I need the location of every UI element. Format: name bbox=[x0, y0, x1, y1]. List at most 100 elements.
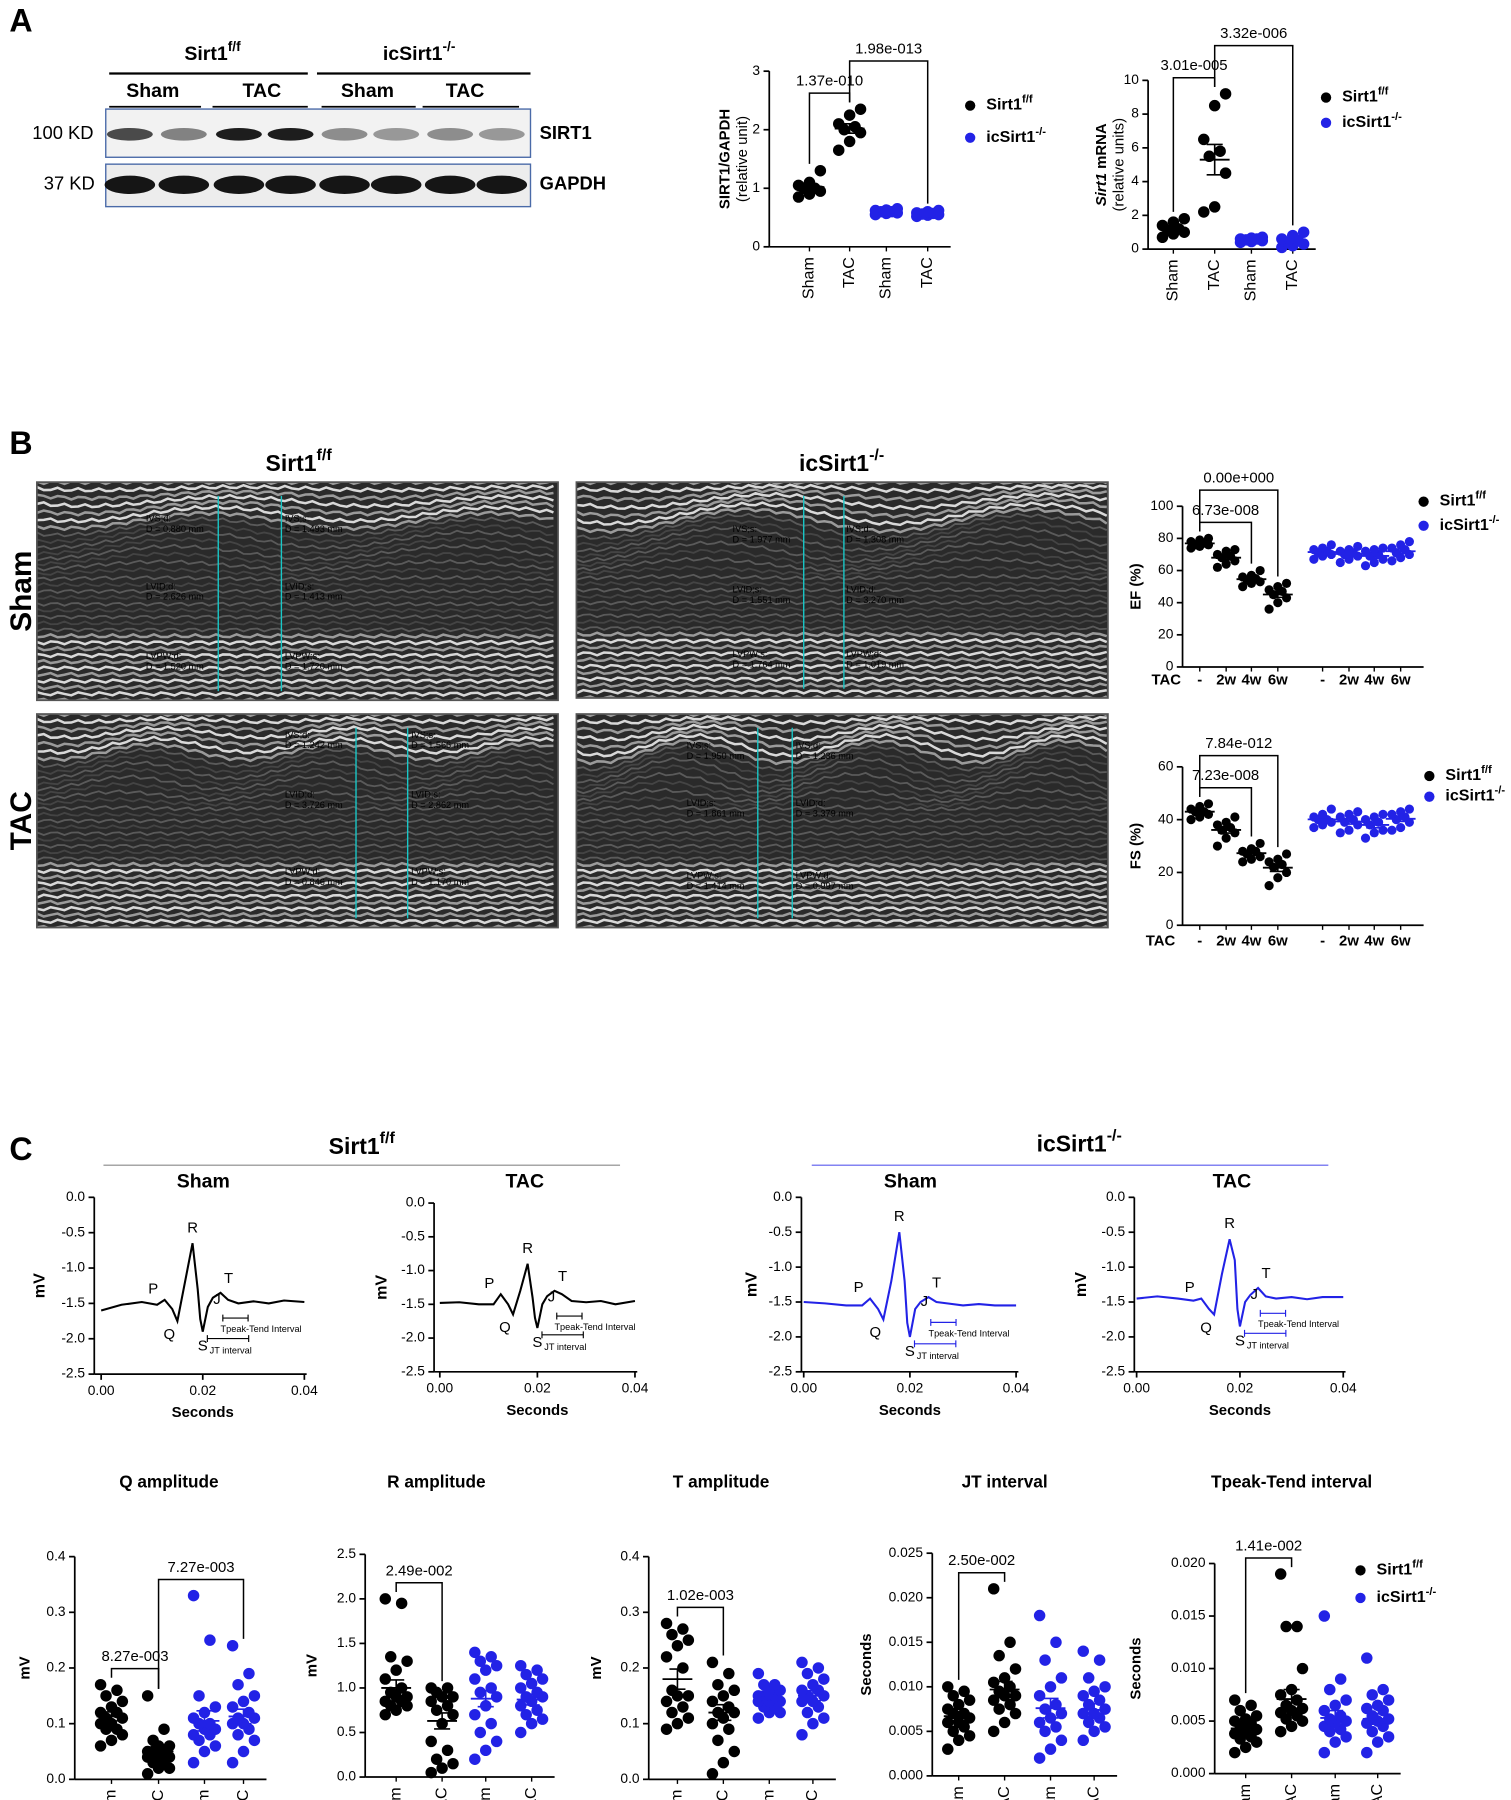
data-point bbox=[401, 1655, 413, 1667]
y-axis-label: EF (%) bbox=[1128, 563, 1145, 609]
data-point bbox=[1250, 1710, 1263, 1722]
data-point bbox=[441, 1744, 454, 1757]
measure-label: IVS;s: bbox=[687, 740, 711, 750]
echo-stripe bbox=[576, 911, 1108, 918]
interval-label: Tpeak-Tend Interval bbox=[221, 1324, 302, 1334]
x-tick-label: 2w bbox=[1216, 672, 1236, 689]
echo-stripe bbox=[576, 824, 1108, 830]
echo-image bbox=[576, 482, 1108, 698]
measure-value: D = 1.236 mm bbox=[796, 751, 854, 761]
band bbox=[106, 127, 153, 141]
data-point bbox=[1366, 1689, 1378, 1701]
echo-stripe bbox=[576, 491, 1108, 511]
y-axis-label: mV bbox=[1072, 1272, 1090, 1297]
echo-stripe bbox=[36, 741, 554, 763]
echo-stripe bbox=[36, 861, 554, 868]
data-point bbox=[1245, 1699, 1257, 1712]
error-bar bbox=[196, 1710, 213, 1732]
x-tick-label: TAC bbox=[1368, 1784, 1386, 1800]
data-point bbox=[485, 1682, 497, 1694]
ecg-trace bbox=[1136, 1238, 1344, 1327]
data-point bbox=[1274, 1568, 1287, 1580]
data-point bbox=[515, 1726, 527, 1739]
data-point bbox=[1255, 565, 1265, 576]
echo-stripe bbox=[576, 905, 1108, 912]
echo-stripe bbox=[36, 488, 554, 502]
wave-label: P bbox=[148, 1280, 158, 1297]
echo-stripe bbox=[576, 727, 1107, 751]
x-tick-label: TAC bbox=[522, 1787, 540, 1800]
measure-label: IVS;d: bbox=[285, 730, 310, 740]
y-tick-label: -2.5 bbox=[769, 1363, 793, 1378]
data-point bbox=[1055, 1707, 1068, 1720]
echo-stripe bbox=[36, 918, 554, 925]
data-point bbox=[379, 1673, 392, 1685]
data-point bbox=[485, 1651, 497, 1663]
measure-value: D = 2.626 mm bbox=[146, 592, 204, 602]
chart-title: TAC bbox=[505, 1171, 544, 1193]
echo-stripe bbox=[576, 533, 1107, 559]
measure-value: D = 0.880 mm bbox=[146, 524, 204, 534]
x-tick-label: Sham bbox=[949, 1786, 967, 1800]
data-point bbox=[1077, 1689, 1089, 1702]
data-point bbox=[987, 1676, 1000, 1689]
wave-label: P bbox=[854, 1279, 864, 1296]
chart-title: JT interval bbox=[962, 1472, 1048, 1492]
lane-label: Sham bbox=[126, 80, 179, 102]
data-point bbox=[1404, 804, 1414, 814]
x-tick-label: TAC bbox=[1282, 1784, 1300, 1800]
data-point bbox=[832, 144, 845, 156]
data-point bbox=[728, 1684, 741, 1696]
measure-value: D = 1.019 mm bbox=[846, 660, 904, 670]
data-point bbox=[1273, 854, 1283, 864]
echo-stripe bbox=[576, 483, 1107, 494]
legend-label: Sirt1f/f bbox=[1440, 490, 1487, 510]
echo-stripe bbox=[576, 593, 1108, 600]
data-point bbox=[1050, 1721, 1062, 1733]
data-point bbox=[1230, 812, 1240, 822]
data-point bbox=[441, 1700, 454, 1712]
error-bar bbox=[715, 1703, 732, 1722]
data-point bbox=[1353, 541, 1363, 552]
error-bar bbox=[477, 1689, 494, 1708]
echo-stripe bbox=[36, 849, 554, 855]
marker-label: 37 KD bbox=[44, 173, 95, 194]
data-point bbox=[987, 1583, 1000, 1595]
y-tick-label: 0.015 bbox=[889, 1634, 924, 1649]
data-point bbox=[1334, 1673, 1347, 1685]
data-point bbox=[1198, 206, 1210, 218]
y-tick-label: 2 bbox=[1131, 207, 1139, 222]
data-point bbox=[1274, 1725, 1287, 1738]
echo-stripe bbox=[576, 893, 1108, 900]
error-bar bbox=[761, 1695, 778, 1703]
echo-row: TAC bbox=[5, 791, 38, 850]
echo-stripe bbox=[576, 756, 1107, 784]
data-point bbox=[94, 1706, 107, 1719]
marker-label: 100 KD bbox=[32, 122, 93, 143]
x-tick-label: Sham bbox=[877, 257, 895, 299]
legend-label-base: icSirt1 bbox=[1445, 787, 1494, 805]
y-tick-label: 0.4 bbox=[620, 1548, 639, 1563]
y-axis-label: SIRT1/GAPDH bbox=[717, 109, 734, 209]
data-point bbox=[947, 1689, 959, 1702]
y-tick-label: 0.1 bbox=[46, 1715, 65, 1730]
y-tick-label: 0.0 bbox=[1106, 1189, 1125, 1204]
interval-label: Tpeak-Tend Interval bbox=[554, 1322, 635, 1332]
data-point bbox=[1077, 1645, 1089, 1657]
data-point bbox=[531, 1704, 543, 1716]
measure-label: LVPW;s: bbox=[285, 651, 320, 661]
echo-column: Sirt1f/f bbox=[266, 446, 333, 476]
echo-image bbox=[576, 714, 1108, 928]
y-tick-label: -2.0 bbox=[401, 1330, 425, 1345]
y-tick-label: 0.015 bbox=[1171, 1608, 1206, 1623]
data-point bbox=[198, 1745, 211, 1758]
legend-marker bbox=[965, 132, 976, 143]
data-point bbox=[1309, 822, 1319, 833]
data-point bbox=[1335, 812, 1345, 822]
y-tick-label: 0.0 bbox=[406, 1195, 425, 1210]
echo-stripe bbox=[36, 499, 555, 517]
significance-bracket bbox=[957, 1572, 1006, 1680]
echo-stripe bbox=[576, 600, 1108, 606]
data-point bbox=[1214, 145, 1226, 157]
error-bar bbox=[434, 1712, 451, 1730]
